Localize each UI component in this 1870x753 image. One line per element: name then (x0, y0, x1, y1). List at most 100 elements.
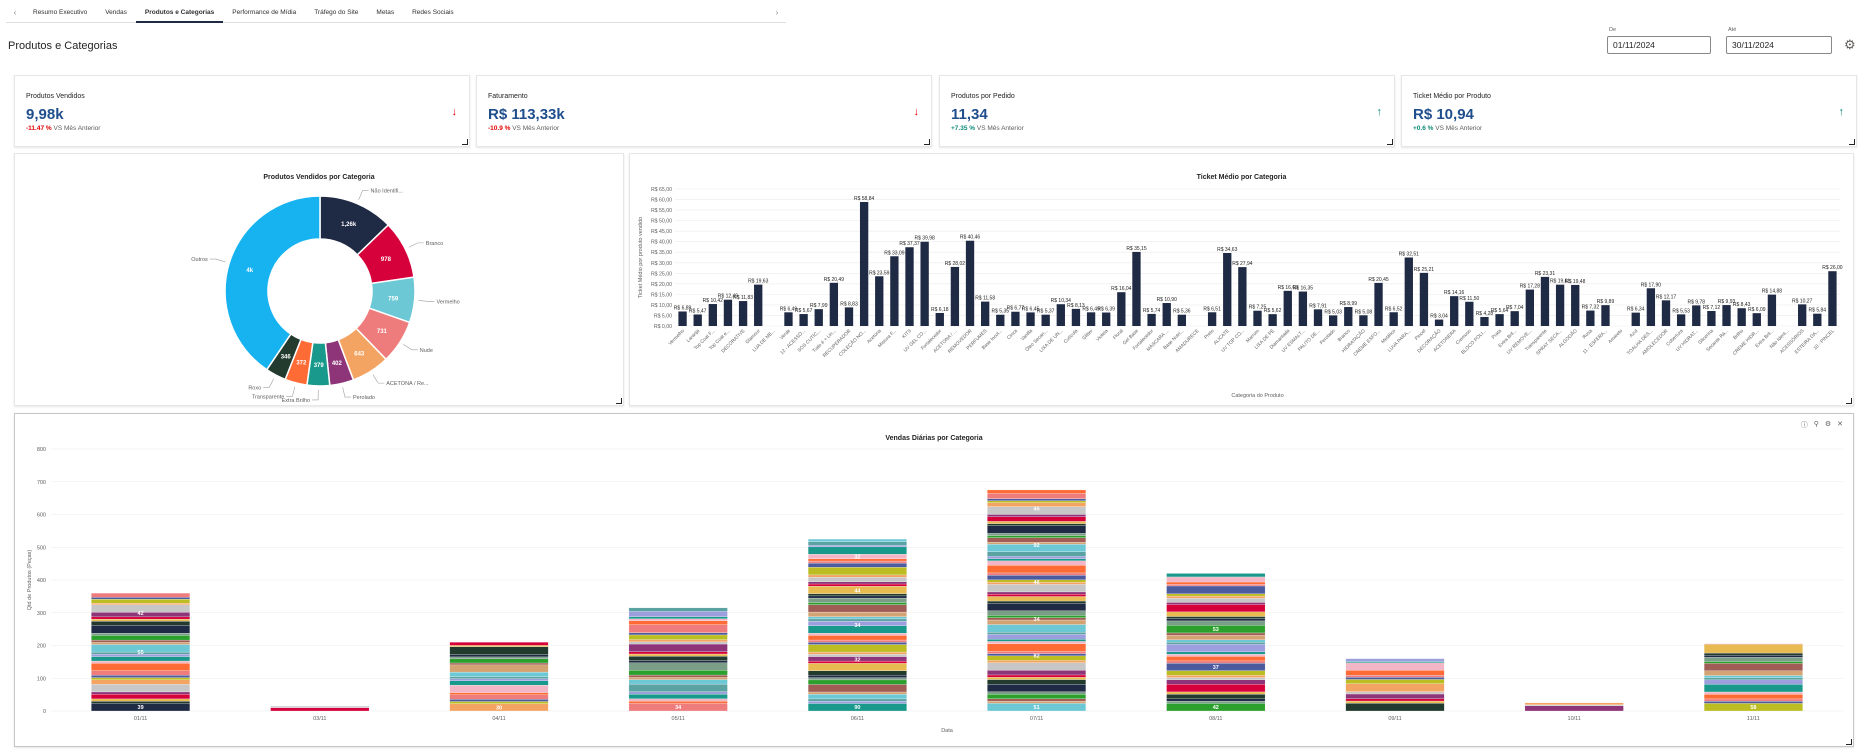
tab-produtos-e-categorias[interactable]: Produtos e Categorias (135, 3, 224, 23)
stack-segment[interactable] (987, 670, 1087, 676)
resize-handle[interactable] (462, 139, 468, 145)
stack-segment[interactable] (628, 634, 728, 640)
stack-segment[interactable] (807, 597, 907, 603)
stack-segment[interactable] (1166, 581, 1266, 585)
stack-segment[interactable] (807, 574, 907, 578)
settings-icon[interactable]: ⚙ (1824, 421, 1832, 428)
tab-redes-sociais[interactable]: Redes Sociais (412, 8, 454, 16)
stack-segment[interactable] (91, 592, 191, 598)
bar[interactable] (1495, 314, 1504, 326)
stack-segment[interactable] (449, 692, 549, 695)
bar[interactable] (1752, 313, 1761, 326)
stack-segment[interactable] (807, 602, 907, 605)
stack-segment[interactable] (807, 654, 907, 657)
stack-segment[interactable] (1166, 632, 1266, 636)
stack-segment[interactable] (1166, 684, 1266, 693)
stack-segment[interactable] (91, 677, 191, 680)
stack-segment[interactable] (628, 624, 728, 633)
stack-segment[interactable] (987, 521, 1087, 524)
stack-segment[interactable] (449, 699, 549, 702)
stack-segment[interactable] (987, 523, 1087, 526)
close-icon[interactable]: ✕ (1837, 421, 1843, 428)
bar[interactable] (1540, 276, 1550, 326)
stack-segment[interactable] (91, 660, 191, 664)
stack-segment[interactable] (807, 595, 907, 599)
info-icon[interactable]: ⓘ (1800, 422, 1808, 429)
bar[interactable] (1298, 291, 1308, 326)
stack-segment[interactable] (449, 664, 549, 673)
stack-segment[interactable] (1703, 670, 1803, 676)
bar[interactable] (799, 314, 808, 326)
stack-segment[interactable] (1166, 639, 1266, 643)
stack-segment[interactable] (1166, 602, 1266, 605)
bar[interactable] (1646, 288, 1656, 326)
bar[interactable] (1313, 309, 1323, 326)
bar[interactable] (1102, 312, 1111, 326)
bar[interactable] (723, 299, 733, 326)
bar[interactable] (1223, 253, 1232, 326)
resize-handle[interactable] (1846, 739, 1852, 745)
stack-segment[interactable] (1166, 691, 1266, 695)
stack-segment[interactable] (91, 656, 191, 662)
stack-segment[interactable] (1166, 595, 1266, 599)
stack-segment[interactable] (1166, 604, 1266, 613)
stack-segment[interactable] (1524, 705, 1624, 712)
bar[interactable] (1676, 314, 1686, 326)
stack-segment[interactable] (807, 633, 907, 636)
bar[interactable] (708, 304, 717, 326)
stack-segment[interactable] (987, 565, 1087, 574)
stack-segment[interactable] (628, 618, 728, 621)
stack-segment[interactable] (628, 653, 728, 657)
stack-segment[interactable] (449, 684, 549, 693)
filter-icon[interactable]: ⚲ (1813, 421, 1819, 428)
stack-segment[interactable] (987, 610, 1087, 616)
stack-segment[interactable] (987, 643, 1087, 652)
stack-segment[interactable] (91, 701, 191, 704)
stack-segment[interactable] (91, 698, 191, 702)
settings-gear-icon[interactable]: ⚙ (1844, 37, 1856, 52)
stack-segment[interactable] (807, 604, 907, 613)
stack-segment[interactable] (1703, 655, 1803, 658)
stack-segment[interactable] (987, 662, 1087, 671)
stack-segment[interactable] (628, 639, 728, 643)
bar[interactable] (693, 314, 702, 326)
bar[interactable] (844, 307, 854, 326)
stack-segment[interactable] (1345, 691, 1445, 695)
tab-performance-de-m-dia[interactable]: Performance de Mídia (232, 8, 297, 16)
bar[interactable] (1510, 311, 1519, 326)
stack-segment[interactable] (449, 701, 549, 704)
stack-segment[interactable] (628, 679, 728, 685)
stack-segment[interactable] (987, 634, 1087, 640)
stack-segment[interactable] (807, 644, 907, 653)
stack-segment[interactable] (628, 698, 728, 702)
bar[interactable] (1525, 289, 1534, 326)
bar[interactable] (738, 301, 748, 326)
stack-segment[interactable] (987, 558, 1087, 561)
stack-segment[interactable] (1166, 660, 1266, 664)
bar[interactable] (965, 240, 975, 326)
stack-segment[interactable] (807, 560, 907, 564)
date-to-input[interactable] (1726, 36, 1832, 54)
bar[interactable] (1026, 312, 1035, 326)
stack-segment[interactable] (807, 583, 907, 587)
stack-segment[interactable] (1166, 656, 1266, 662)
stack-segment[interactable] (91, 633, 191, 636)
stack-segment[interactable] (987, 560, 1087, 566)
stack-segment[interactable] (628, 691, 728, 695)
stack-segment[interactable] (1166, 701, 1266, 704)
bar[interactable] (1071, 308, 1081, 326)
bar[interactable] (784, 312, 793, 326)
stack-segment[interactable] (1703, 698, 1803, 702)
stack-segment[interactable] (807, 651, 907, 655)
stack-segment[interactable] (1345, 670, 1445, 676)
bar[interactable] (1434, 319, 1444, 326)
stack-segment[interactable] (628, 651, 728, 655)
stack-segment[interactable] (807, 611, 907, 617)
bar[interactable] (1359, 315, 1368, 326)
stack-segment[interactable] (1166, 593, 1266, 597)
stack-segment[interactable] (987, 660, 1087, 663)
bar[interactable] (1828, 271, 1837, 326)
bar[interactable] (1601, 305, 1610, 326)
stack-segment[interactable] (1703, 657, 1803, 662)
donut-slice[interactable] (224, 195, 321, 371)
